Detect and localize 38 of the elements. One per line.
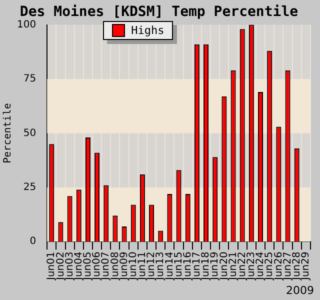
x-tick-label: Jun05 [82, 252, 94, 282]
chart-title: Des Moines [KDSM] Temp Percentile [20, 4, 298, 20]
x-tick-label: Jun13 [155, 252, 166, 282]
x-tick-label: Jun23 [246, 252, 258, 282]
y-tick-label: 0 [30, 236, 36, 248]
x-tick-label: Jun29 [300, 252, 312, 282]
x-tick-label: Jun27 [282, 252, 294, 282]
x-tick-label: Jun26 [273, 252, 284, 282]
x-tick-label: Jun24 [255, 252, 266, 282]
x-tick-label: Jun06 [92, 252, 103, 282]
x-tick-label: Jun19 [210, 252, 221, 282]
x-tick-label: Jun11 [137, 252, 148, 282]
x-tick-label: Jun03 [64, 252, 76, 282]
x-tick-label: Jun04 [73, 252, 84, 282]
x-tick-label: Jun22 [236, 252, 248, 282]
x-tick-label: Jun28 [291, 252, 302, 282]
x-tick-label: Jun02 [55, 252, 66, 282]
x-tick-label: Jun09 [118, 252, 130, 282]
x-tick-label: Jun20 [218, 252, 230, 282]
y-tick-label: 100 [16, 19, 36, 30]
x-tick-label: Jun16 [182, 252, 194, 282]
text: 2009 [286, 284, 314, 297]
x-tick-label: Jun08 [110, 252, 121, 282]
y-tick-label: 25 [23, 182, 36, 194]
y-tick-label: 50 [23, 128, 36, 139]
x-tick-label: Jun21 [228, 252, 239, 282]
x-tick-label: Jun18 [200, 252, 212, 282]
x-tick-label: Jun14 [164, 252, 176, 282]
x-tick-label: Jun15 [173, 252, 184, 282]
x-tick-label: Jun07 [100, 252, 112, 282]
x-tick-label: Jun17 [192, 252, 203, 282]
y-tick-label: 75 [23, 74, 36, 85]
legend-label: Highs [131, 24, 164, 37]
x-tick-label: Jun12 [146, 252, 158, 282]
x-tick-label: Jun10 [128, 252, 139, 282]
x-tick-label: Jun01 [46, 252, 58, 282]
y-axis-title: Percentile [2, 103, 14, 164]
x-tick-label: Jun25 [264, 252, 276, 282]
